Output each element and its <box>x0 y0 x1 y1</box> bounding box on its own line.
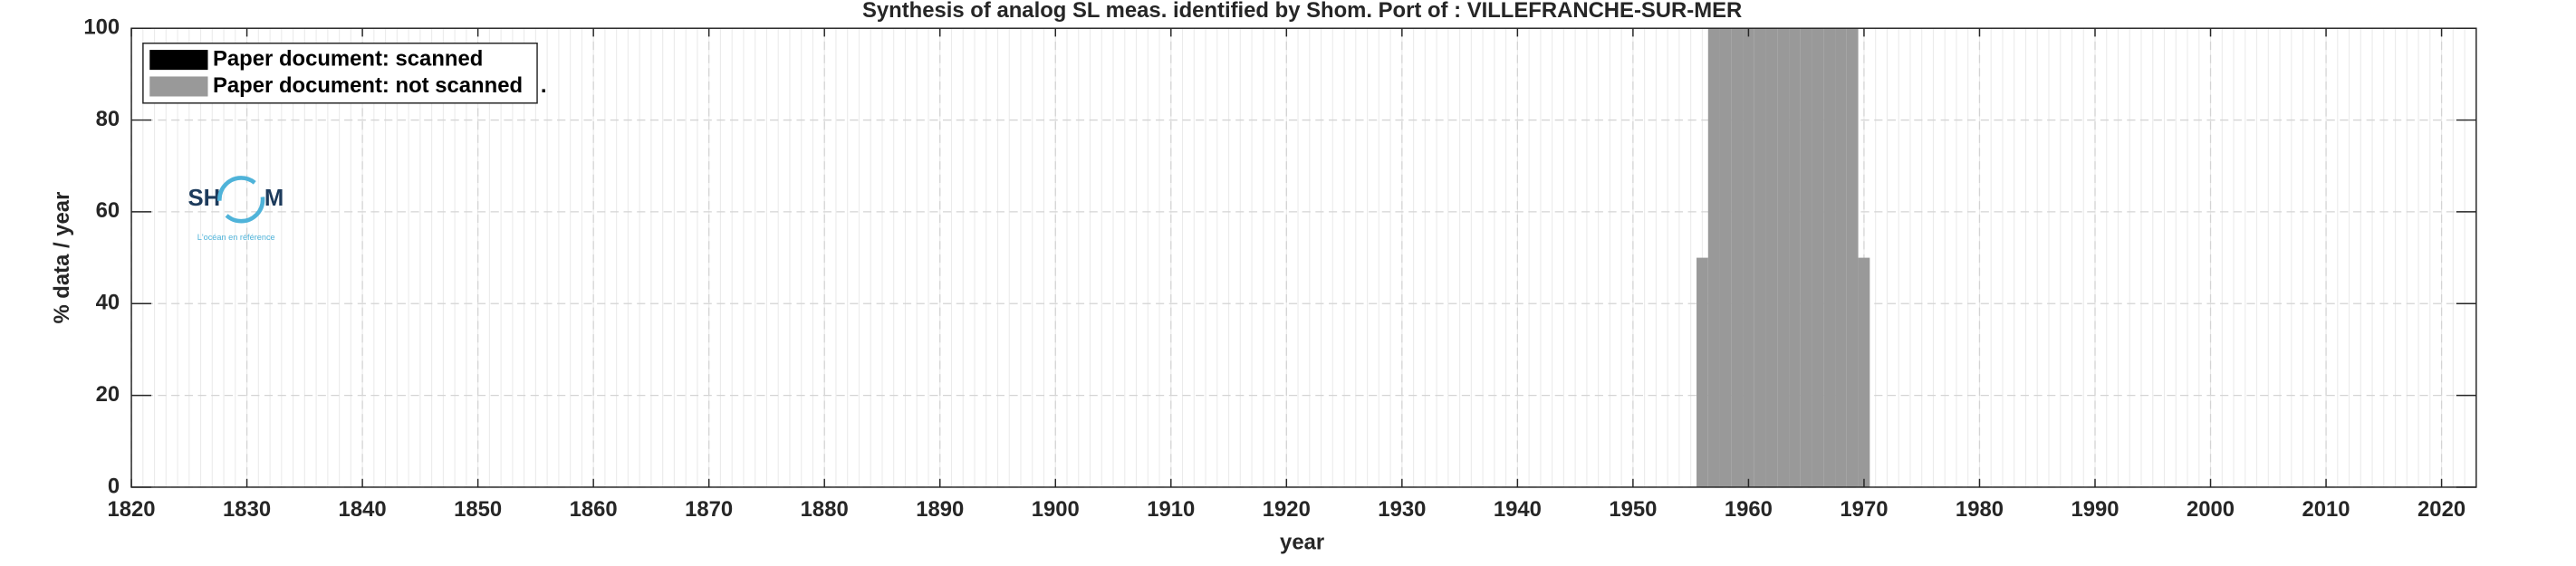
legend-box <box>142 43 538 104</box>
logo-tagline: L'océan en référence <box>197 233 275 242</box>
legend-swatch <box>149 50 208 71</box>
x-tick-label: 1960 <box>1725 497 1773 522</box>
y-tick-label: 80 <box>96 107 120 131</box>
bars <box>1697 28 1870 487</box>
y-tick-label: 0 <box>108 474 120 498</box>
bar <box>1812 28 1824 487</box>
x-tick-label: 1870 <box>685 497 733 522</box>
plot-frame <box>130 27 2477 488</box>
bar <box>1777 28 1790 487</box>
logo: SH M L'océan en référence <box>187 176 284 242</box>
chart-title: Synthesis of analog SL meas. identified … <box>862 0 1742 23</box>
x-tick-label: 1920 <box>1263 497 1311 522</box>
x-tick-label: 1990 <box>2071 497 2119 522</box>
x-tick-label: 1890 <box>916 497 964 522</box>
y-tick-label: 100 <box>83 15 120 40</box>
bar <box>1846 28 1859 487</box>
bar <box>1765 28 1778 487</box>
y-tick-label: 40 <box>96 291 120 315</box>
x-tick-label: 1940 <box>1494 497 1542 522</box>
bar <box>1800 28 1812 487</box>
x-tick-label: 1850 <box>454 497 502 522</box>
x-tick-label: 1860 <box>570 497 618 522</box>
x-tick-label: 1980 <box>1956 497 2004 522</box>
x-tick-label: 1840 <box>339 497 387 522</box>
x-tick-label: 1820 <box>108 497 156 522</box>
bar <box>1731 28 1744 487</box>
axes: 1820 1830 1840 1850 1860 1870 1880 1890 1900 1910… <box>83 15 2476 522</box>
x-tick-label: 1910 <box>1147 497 1195 522</box>
bar <box>1823 28 1836 487</box>
x-tick-label: 1970 <box>1840 497 1888 522</box>
y-axis-label: % data / year <box>50 192 74 324</box>
bar <box>1743 28 1754 487</box>
x-tick-label: 1880 <box>801 497 849 522</box>
y-tick-label: 60 <box>96 198 120 223</box>
x-tick-label: 1900 <box>1032 497 1080 522</box>
y-tick-label: 20 <box>96 382 120 407</box>
x-tick-label: 2010 <box>2302 497 2350 522</box>
bar <box>1707 28 1720 487</box>
x-axis-label: year <box>1280 531 1324 555</box>
plot-area <box>131 28 2476 487</box>
x-tick-label: 1950 <box>1609 497 1657 522</box>
logo-text: SH <box>187 186 220 211</box>
bar <box>1835 28 1847 487</box>
logo-circle <box>217 176 265 224</box>
logo-text: M <box>264 186 284 211</box>
bar <box>1754 28 1766 487</box>
bar <box>1858 257 1870 487</box>
legend-label: Paper document: not scanned . <box>213 73 547 98</box>
x-tick-label: 1930 <box>1378 497 1426 522</box>
x-tick-label: 2020 <box>2417 497 2465 522</box>
bar <box>1789 28 1801 487</box>
x-tick-label: 2000 <box>2187 497 2235 522</box>
legend-swatch <box>149 76 208 97</box>
legend-label: Paper document: scanned <box>213 46 483 71</box>
bar <box>1697 257 1708 487</box>
bar <box>1719 28 1732 487</box>
x-tick-label: 1830 <box>223 497 271 522</box>
